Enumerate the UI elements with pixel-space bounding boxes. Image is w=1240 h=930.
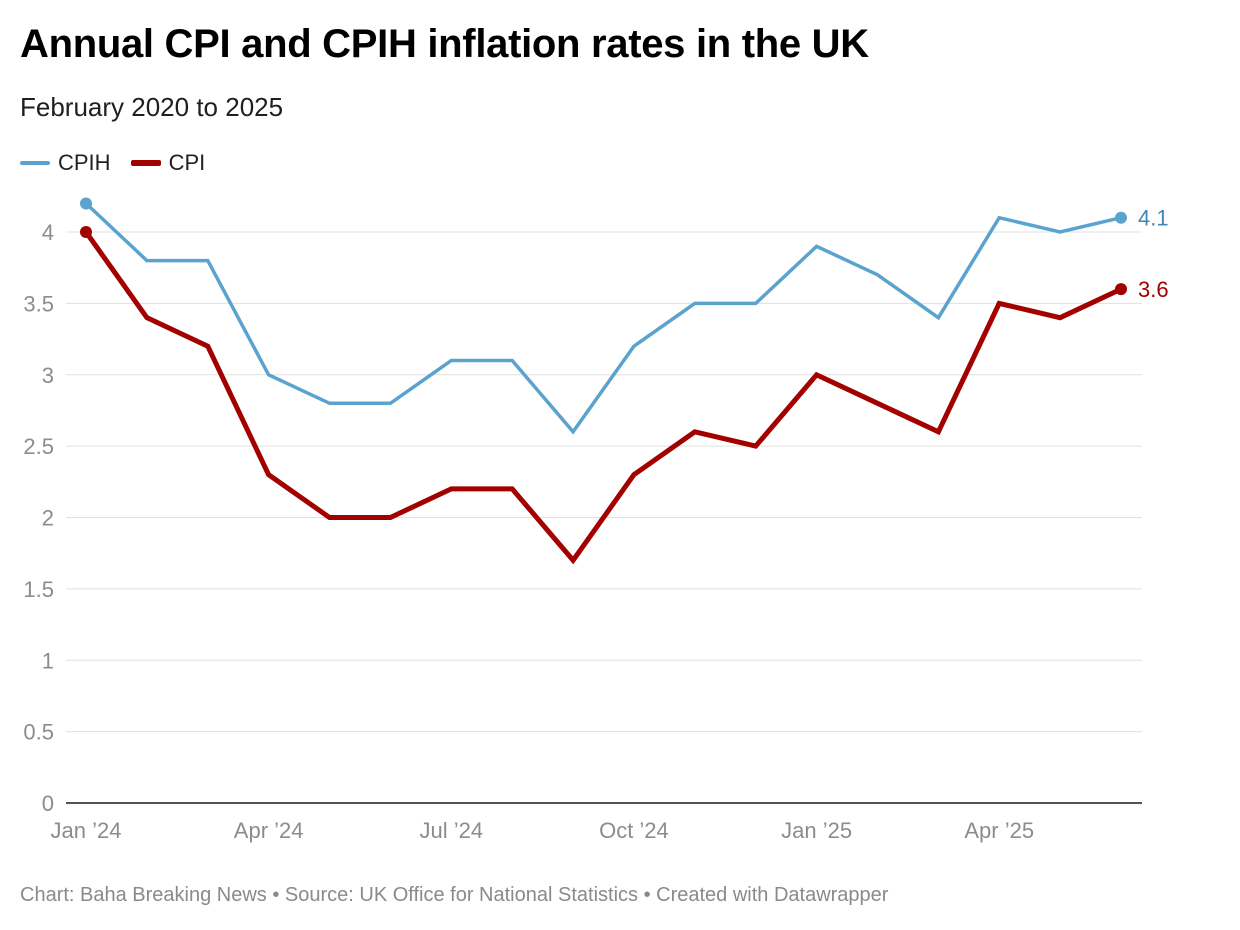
start-point-cpih xyxy=(80,197,92,210)
y-axis: 0 0.5 1 1.5 2 2.5 3 3.5 4 xyxy=(23,220,54,816)
start-point-cpi xyxy=(80,226,92,238)
chart-subtitle: February 2020 to 2025 xyxy=(20,92,284,122)
end-labels: 4.1 3.6 xyxy=(1138,206,1169,302)
x-tick-label: Jul ’24 xyxy=(419,818,483,843)
y-tick-label: 3 xyxy=(42,363,54,388)
y-tick-label: 2.5 xyxy=(23,434,54,459)
y-tick-label: 4 xyxy=(42,220,54,245)
x-tick-label: Oct ’24 xyxy=(599,818,669,843)
legend-item-cpi: CPI xyxy=(130,150,206,176)
end-point-cpi xyxy=(1115,283,1127,296)
legend-swatch-cpih xyxy=(20,161,50,165)
series-lines xyxy=(80,197,1127,565)
x-tick-label: Jan ’24 xyxy=(51,818,122,843)
y-tick-label: 3.5 xyxy=(23,291,54,316)
legend-swatch-cpi xyxy=(130,160,161,166)
y-tick-label: 1.5 xyxy=(23,577,54,602)
x-tick-label: Apr ’24 xyxy=(234,818,304,843)
series-line-cpi xyxy=(83,230,1123,565)
gridlines xyxy=(66,231,1142,804)
x-axis: Jan ’24 Apr ’24 Jul ’24 Oct ’24 Jan ’25 Apr ’… xyxy=(51,818,1035,843)
legend-item-cpih: CPIH xyxy=(20,150,111,176)
legend: CPIH CPI xyxy=(20,150,205,176)
end-label-cpih: 4.1 xyxy=(1138,206,1169,231)
y-tick-label: 0 xyxy=(42,791,54,816)
end-point-cpih xyxy=(1115,211,1127,224)
legend-label-cpi: CPI xyxy=(168,150,206,175)
y-tick-label: 2 xyxy=(42,506,54,531)
x-tick-label: Apr ’25 xyxy=(964,818,1034,843)
end-label-cpi: 3.6 xyxy=(1138,277,1169,302)
chart-title: Annual CPI and CPIH inflation rates in t… xyxy=(20,22,869,66)
series-line-cpih xyxy=(84,202,1122,435)
chart-footer: Chart: Baha Breaking News • Source: UK O… xyxy=(20,884,889,906)
y-tick-label: 1 xyxy=(42,648,54,673)
legend-label-cpih: CPIH xyxy=(58,150,111,175)
x-tick-label: Jan ’25 xyxy=(781,818,852,843)
y-tick-label: 0.5 xyxy=(23,720,54,745)
